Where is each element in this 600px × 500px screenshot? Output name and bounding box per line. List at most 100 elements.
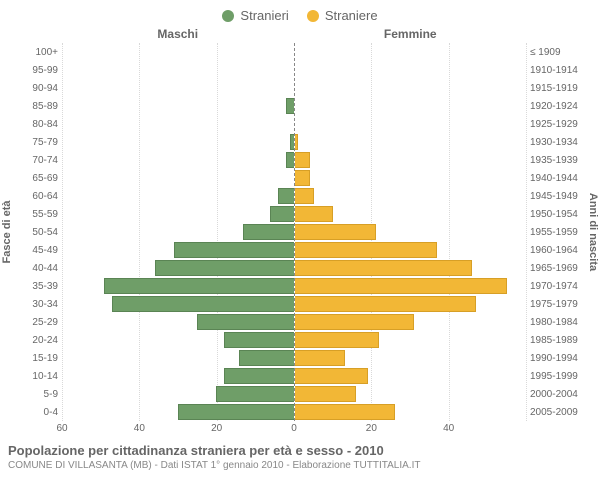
bar-row-male <box>62 259 294 277</box>
column-headings: Maschi Femmine <box>0 27 600 41</box>
bar-female <box>295 278 507 294</box>
bar-female <box>295 404 395 420</box>
bar-male <box>112 296 293 312</box>
bar-row-female <box>295 61 527 79</box>
age-label: 50-54 <box>14 223 62 241</box>
heading-female: Femmine <box>295 27 527 41</box>
x-tick: 40 <box>134 423 145 434</box>
bar-male <box>178 404 294 420</box>
birth-label: 1910-1914 <box>526 61 586 79</box>
bar-male <box>224 332 293 348</box>
bar-row-female <box>295 277 527 295</box>
bar-row-female <box>295 97 527 115</box>
bar-row-female <box>295 43 527 61</box>
bar-row-female <box>295 331 527 349</box>
bar-female <box>295 170 310 186</box>
bar-female <box>295 314 415 330</box>
bar-row-female <box>295 205 527 223</box>
circle-icon <box>307 10 319 22</box>
bar-male <box>286 152 294 168</box>
birth-label: 1935-1939 <box>526 151 586 169</box>
bar-row-male <box>62 169 294 187</box>
bar-row-female <box>295 169 527 187</box>
x-tick: 0 <box>291 423 297 434</box>
bar-row-male <box>62 331 294 349</box>
bar-female <box>295 224 376 240</box>
age-label: 10-14 <box>14 367 62 385</box>
bar-female <box>295 206 334 222</box>
bar-row-female <box>295 115 527 133</box>
bar-row-male <box>62 403 294 421</box>
age-label: 75-79 <box>14 133 62 151</box>
legend-item-male: Stranieri <box>222 8 288 23</box>
birth-label: 2000-2004 <box>526 385 586 403</box>
bar-row-male <box>62 205 294 223</box>
age-label: 40-44 <box>14 259 62 277</box>
age-label: 70-74 <box>14 151 62 169</box>
footer: Popolazione per cittadinanza straniera p… <box>0 437 600 471</box>
birth-label: 1975-1979 <box>526 295 586 313</box>
bar-female <box>295 350 345 366</box>
bar-female <box>295 260 472 276</box>
chart-title: Popolazione per cittadinanza straniera p… <box>8 443 592 458</box>
bar-row-male <box>62 313 294 331</box>
birth-label: 1940-1944 <box>526 169 586 187</box>
birth-label: 1920-1924 <box>526 97 586 115</box>
age-label: 55-59 <box>14 205 62 223</box>
bar-row-female <box>295 241 527 259</box>
age-label: 45-49 <box>14 241 62 259</box>
x-axis: 60402002040 <box>0 423 600 437</box>
birth-label: 2005-2009 <box>526 403 586 421</box>
age-label: 25-29 <box>14 313 62 331</box>
bar-row-male <box>62 151 294 169</box>
bar-row-male <box>62 223 294 241</box>
bar-row-female <box>295 295 527 313</box>
bar-male <box>239 350 293 366</box>
bar-male <box>216 386 293 402</box>
bar-row-male <box>62 277 294 295</box>
bar-male <box>278 188 293 204</box>
circle-icon <box>222 10 234 22</box>
plot-area: Fasce di età 100+95-9990-9485-8980-8475-… <box>0 43 600 421</box>
age-label: 65-69 <box>14 169 62 187</box>
bar-female <box>295 296 476 312</box>
bar-male <box>197 314 293 330</box>
bar-female <box>295 188 314 204</box>
birth-label: 1950-1954 <box>526 205 586 223</box>
age-label: 30-34 <box>14 295 62 313</box>
age-label: 90-94 <box>14 79 62 97</box>
bar-female <box>295 386 357 402</box>
bar-row-male <box>62 115 294 133</box>
legend-label-male: Stranieri <box>240 8 288 23</box>
bar-row-female <box>295 403 527 421</box>
bar-row-female <box>295 313 527 331</box>
bar-male <box>174 242 294 258</box>
bar-female <box>295 242 438 258</box>
age-label: 15-19 <box>14 349 62 367</box>
age-label: 60-64 <box>14 187 62 205</box>
bars-container <box>62 43 526 421</box>
birth-label: 1915-1919 <box>526 79 586 97</box>
birth-label: 1965-1969 <box>526 259 586 277</box>
age-label: 85-89 <box>14 97 62 115</box>
birth-label: 1990-1994 <box>526 349 586 367</box>
age-label: 5-9 <box>14 385 62 403</box>
bar-row-male <box>62 187 294 205</box>
heading-male: Maschi <box>62 27 294 41</box>
male-bars <box>62 43 294 421</box>
bar-male <box>104 278 293 294</box>
legend-item-female: Straniere <box>307 8 378 23</box>
bar-row-male <box>62 79 294 97</box>
birth-label: ≤ 1909 <box>526 43 586 61</box>
bar-row-female <box>295 349 527 367</box>
bar-female <box>295 332 380 348</box>
x-tick: 20 <box>211 423 222 434</box>
age-label: 95-99 <box>14 61 62 79</box>
bar-row-female <box>295 367 527 385</box>
age-label: 35-39 <box>14 277 62 295</box>
bar-row-female <box>295 133 527 151</box>
bar-female <box>295 368 368 384</box>
bar-row-male <box>62 133 294 151</box>
bar-row-male <box>62 349 294 367</box>
bar-male <box>155 260 294 276</box>
